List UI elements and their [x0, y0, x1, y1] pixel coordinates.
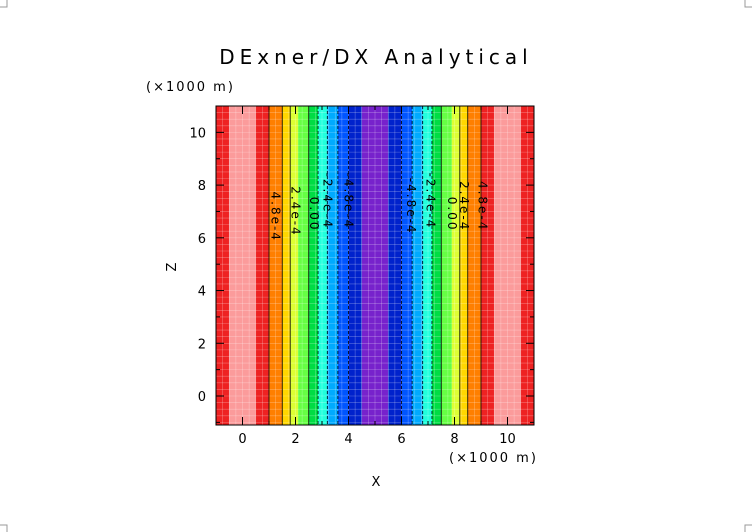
- contour-label: 4.8e-4: [269, 192, 283, 242]
- color-band: [255, 106, 269, 425]
- color-band: [401, 106, 413, 425]
- contour-label: -2.4e-4: [320, 173, 334, 230]
- color-band: [298, 106, 309, 425]
- x-tick-label: 4: [344, 432, 352, 447]
- color-band: [451, 106, 460, 425]
- color-band: [467, 106, 481, 425]
- contour-label: -2.4e-4: [424, 173, 438, 230]
- color-band: [216, 106, 230, 425]
- color-band: [520, 106, 534, 425]
- color-band: [282, 106, 291, 425]
- color-band: [290, 106, 299, 425]
- contour-label: 0.00: [307, 197, 321, 232]
- y-tick-label: 10: [189, 126, 206, 141]
- color-band: [412, 106, 423, 425]
- color-band: [318, 106, 328, 425]
- color-band: [308, 106, 319, 425]
- contour-label: 0.00: [445, 197, 459, 232]
- x-tick-label: 2: [291, 432, 299, 447]
- x-unit-label: (×1000 m): [449, 451, 538, 466]
- y-tick-label: 4: [198, 285, 206, 300]
- x-axis-label: X: [372, 475, 381, 490]
- color-band: [481, 106, 495, 425]
- color-band: [229, 106, 256, 425]
- plot-area: 4.8e-4 2.4e-4 0.00 -2.4e-4 -4.8e-4 -4.8e-4 -2.…: [189, 105, 535, 447]
- contour-label: 4.8e-4: [475, 181, 489, 231]
- color-band: [348, 106, 362, 425]
- y-unit-label: (×1000 m): [146, 80, 235, 95]
- contour-label: 2.4e-4: [457, 181, 471, 231]
- x-tick-label: 6: [397, 432, 405, 447]
- y-tick-label: 8: [198, 179, 206, 194]
- contour-label: -4.8e-4: [404, 178, 418, 235]
- contour-label: -4.8e-4: [342, 173, 356, 230]
- x-tick-label: 0: [238, 432, 246, 447]
- color-band: [388, 106, 402, 425]
- x-tick-label: 10: [499, 432, 516, 447]
- y-tick-label: 0: [198, 390, 206, 405]
- color-band: [269, 106, 283, 425]
- color-band: [361, 106, 389, 425]
- color-band: [431, 106, 442, 425]
- color-band: [327, 106, 338, 425]
- chart-title: DExner/DX Analytical: [219, 45, 533, 69]
- y-tick-label: 6: [198, 232, 206, 247]
- contour-label: 2.4e-4: [289, 186, 303, 236]
- color-band: [459, 106, 468, 425]
- x-tick-label: 8: [450, 432, 458, 447]
- color-band: [494, 106, 521, 425]
- y-axis-label: Z: [165, 262, 180, 271]
- y-tick-label: 2: [198, 337, 206, 352]
- color-band: [441, 106, 452, 425]
- color-band: [337, 106, 349, 425]
- color-band: [422, 106, 432, 425]
